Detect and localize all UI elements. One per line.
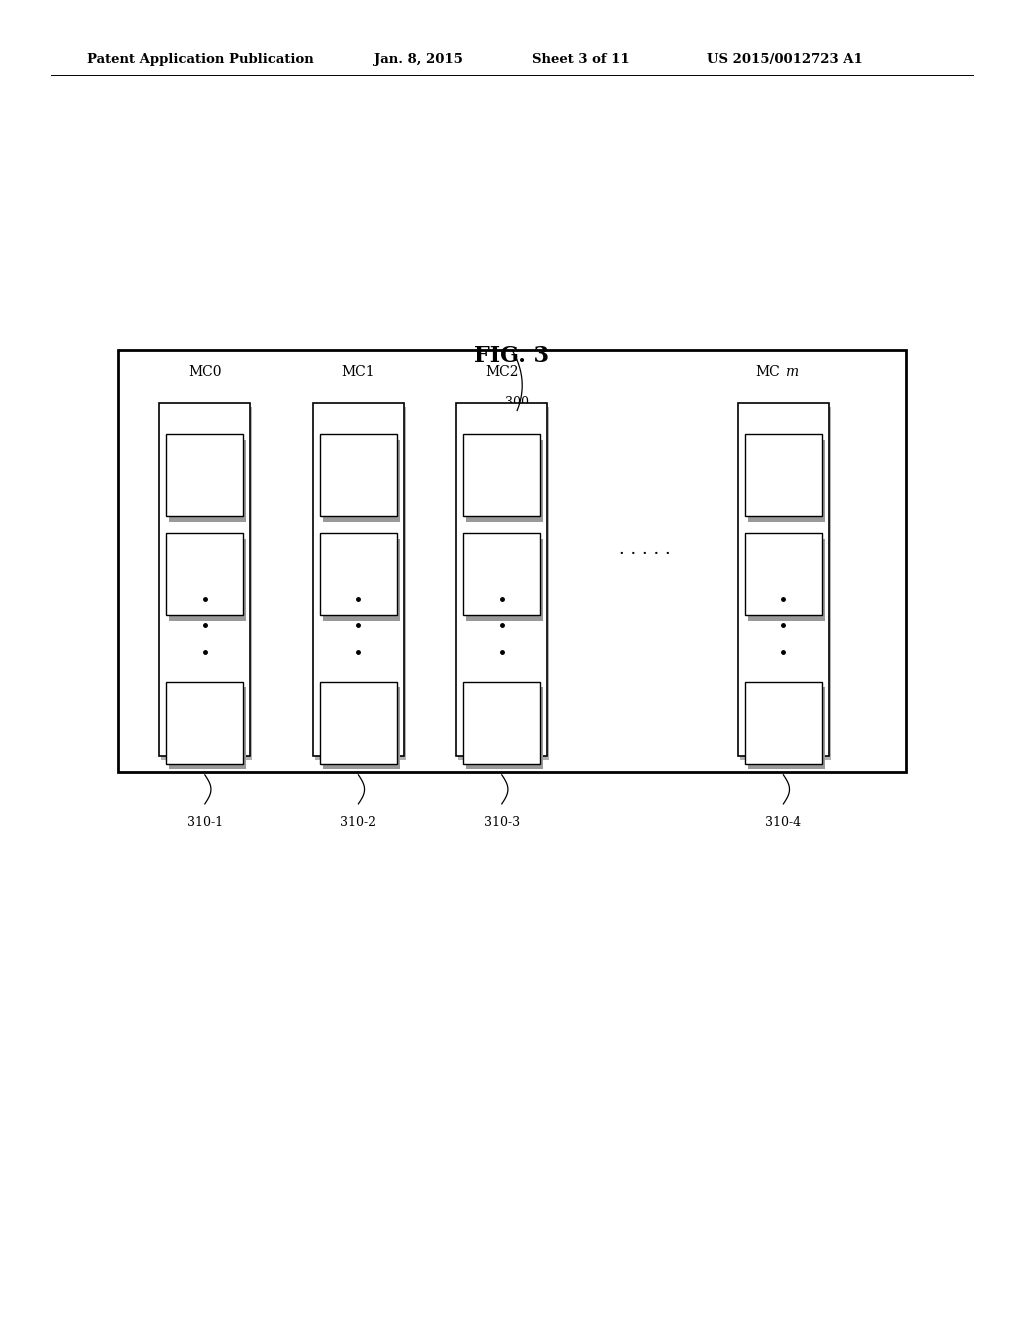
Bar (319, 434, 397, 516)
Bar (467, 539, 543, 620)
Bar (313, 403, 403, 756)
Text: 310-1: 310-1 (186, 816, 223, 829)
Bar (170, 688, 246, 770)
Text: MC0: MC0 (188, 366, 221, 379)
Bar (467, 688, 543, 770)
Bar (739, 407, 831, 760)
Text: FU: FU (182, 717, 202, 730)
Bar (118, 350, 906, 772)
Bar (324, 688, 399, 770)
Bar (170, 539, 246, 620)
Text: n: n (786, 717, 795, 730)
Bar (315, 407, 406, 760)
Bar (162, 407, 253, 760)
Bar (170, 440, 246, 521)
Bar (467, 440, 543, 521)
Text: Jan. 8, 2015: Jan. 8, 2015 (374, 53, 463, 66)
Text: MC2: MC2 (485, 366, 518, 379)
Text: FU1: FU1 (345, 568, 372, 581)
Bar (748, 539, 825, 620)
Text: FU: FU (479, 717, 499, 730)
Text: MC1: MC1 (342, 366, 375, 379)
Bar (166, 682, 244, 764)
Text: Patent Application Publication: Patent Application Publication (87, 53, 313, 66)
Text: n: n (505, 717, 513, 730)
Text: 310-2: 310-2 (340, 816, 377, 829)
Text: m: m (785, 366, 799, 379)
Bar (319, 533, 397, 615)
Text: FU0: FU0 (770, 469, 797, 482)
Text: 300: 300 (505, 396, 529, 409)
Text: 310-3: 310-3 (483, 816, 520, 829)
Text: Sheet 3 of 11: Sheet 3 of 11 (532, 53, 630, 66)
Bar (160, 403, 251, 756)
Bar (457, 403, 547, 756)
Bar (459, 407, 549, 760)
Text: FU0: FU0 (345, 469, 372, 482)
Text: US 2015/0012723 A1: US 2015/0012723 A1 (707, 53, 862, 66)
Text: FU: FU (336, 717, 355, 730)
Text: FU1: FU1 (191, 568, 218, 581)
Bar (324, 539, 399, 620)
Text: n: n (208, 717, 216, 730)
Text: FU1: FU1 (770, 568, 797, 581)
Bar (748, 688, 825, 770)
Text: MC: MC (756, 366, 780, 379)
Bar (463, 682, 541, 764)
Bar (319, 682, 397, 764)
Text: FU0: FU0 (488, 469, 515, 482)
Bar (463, 434, 541, 516)
Bar (166, 533, 244, 615)
Bar (748, 440, 825, 521)
Bar (166, 434, 244, 516)
Text: FU0: FU0 (191, 469, 218, 482)
Text: n: n (361, 717, 370, 730)
Text: FU1: FU1 (488, 568, 515, 581)
Bar (324, 440, 399, 521)
Bar (745, 533, 821, 615)
Text: FU: FU (761, 717, 780, 730)
Text: 310-4: 310-4 (765, 816, 802, 829)
Bar (737, 403, 829, 756)
Text: FIG. 3: FIG. 3 (474, 346, 550, 367)
Bar (745, 434, 821, 516)
Bar (463, 533, 541, 615)
Text: · · · · ·: · · · · · (620, 545, 671, 564)
Bar (745, 682, 821, 764)
